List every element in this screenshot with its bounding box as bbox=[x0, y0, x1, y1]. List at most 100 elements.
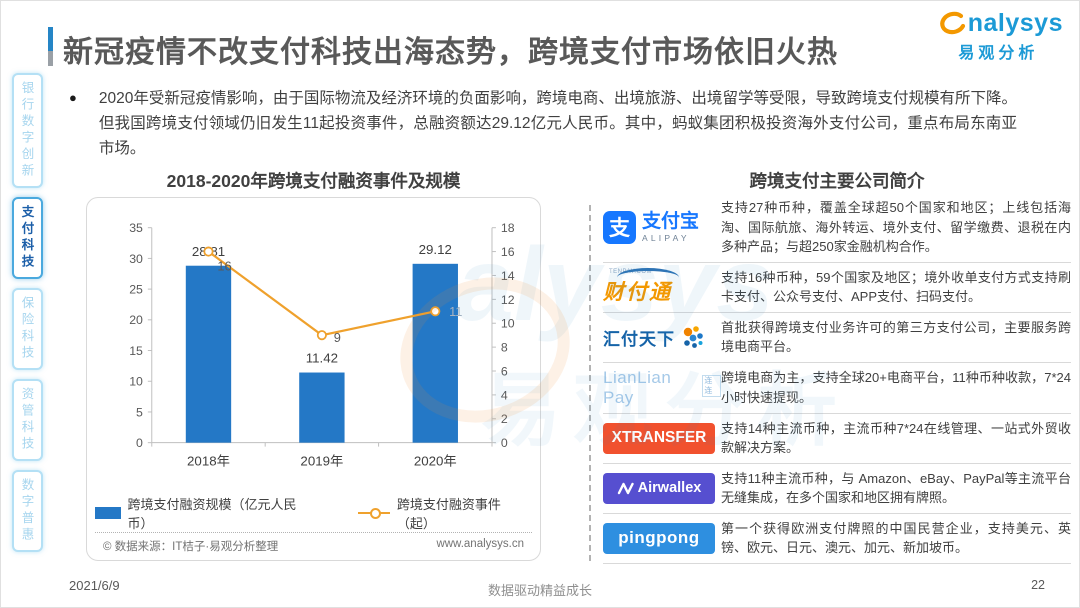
bar-value-label: 29.12 bbox=[419, 242, 452, 257]
company-logo-cell: TENPAY.COM 财付通 bbox=[603, 267, 721, 306]
left-axis-tick: 30 bbox=[129, 252, 143, 266]
airwallex-mark-icon bbox=[617, 482, 634, 495]
bar-value-label: 11.42 bbox=[306, 351, 338, 366]
left-axis-tick: 35 bbox=[129, 221, 143, 235]
legend-label: 跨境支付融资规模（亿元人民币） bbox=[127, 497, 297, 531]
company-logo-cell: 汇付天下 bbox=[603, 324, 721, 351]
company-logo-cell: 支支付宝 ALIPAY bbox=[603, 210, 721, 244]
legend-bar-swatch bbox=[95, 507, 121, 519]
companies-list: 支支付宝 ALIPAY 支持27种币种，覆盖全球超50个国家和地区；上线包括海淘、国… bbox=[603, 193, 1071, 564]
company-logo-cell: pingpong bbox=[603, 522, 721, 554]
analysys-swoosh-icon bbox=[939, 11, 965, 35]
company-logo-cell: LianLian Pay 连连 bbox=[603, 368, 721, 408]
x-axis-label: 2018年 bbox=[187, 453, 230, 468]
source-url[interactable]: www.analysys.cn bbox=[436, 538, 524, 550]
company-description: 跨境电商为主，支持全球20+电商平台，11种币种收款，7*24 小时快速提现。 bbox=[721, 370, 1071, 405]
right-axis-tick: 10 bbox=[501, 317, 515, 331]
company-description: 首批获得跨境支付业务许可的第三方支付公司，主要服务跨境电商平台。 bbox=[721, 319, 1071, 355]
logo-subtitle: 易观分析 bbox=[958, 45, 1039, 62]
logo-wordmark: nalysys bbox=[967, 9, 1063, 37]
title-accent-bar bbox=[48, 27, 53, 66]
huifu-logo: 汇付天下 bbox=[603, 324, 706, 351]
line-value-label: 16 bbox=[217, 258, 231, 273]
right-axis-tick: 0 bbox=[501, 436, 508, 450]
footer-date: 2021/6/9 bbox=[69, 578, 120, 593]
chart-card: 0510152025303502468101214161828.8111.422… bbox=[86, 197, 541, 561]
airwallex-logo: Airwallex bbox=[603, 472, 715, 504]
right-axis-tick: 2 bbox=[501, 412, 508, 426]
right-axis-tick: 18 bbox=[501, 221, 515, 235]
company-row-tenpay: TENPAY.COM 财付通 支持16种币种，59个国家及地区；境外收单支付方式支持… bbox=[603, 263, 1071, 313]
bar-2019年 bbox=[299, 372, 345, 443]
summary-block: ● 2020年受新冠疫情影响，由于国际物流及经济环境的负面影响，跨境电商、出境旅… bbox=[69, 86, 1017, 161]
lianlian-logo: LianLian Pay 连连 bbox=[603, 368, 721, 408]
sidebar-item-digital-inclusion[interactable]: 数字普惠 bbox=[11, 470, 43, 552]
legend-item: 跨境支付融资规模（亿元人民币） bbox=[95, 494, 312, 532]
section-divider bbox=[589, 205, 591, 561]
left-axis-tick: 0 bbox=[136, 436, 143, 450]
company-row-lianlian: LianLian Pay 连连 跨境电商为主，支持全球20+电商平台，11种币种收款… bbox=[603, 363, 1071, 414]
company-row-airwallex: Airwallex 支持11种主流币种，与 Amazon、eBay、PayPal等… bbox=[603, 464, 1071, 514]
chart-source: © 数据来源：IT桔子·易观分析整理 www.analysys.cn bbox=[95, 532, 532, 554]
right-axis-tick: 12 bbox=[501, 293, 515, 307]
legend-item: 跨境支付融资事件（起） bbox=[357, 494, 532, 532]
company-description: 支持27种币种，覆盖全球超50个国家和地区；上线包括海淘、国际航旅、海外转运、境… bbox=[721, 200, 1071, 254]
left-axis-tick: 10 bbox=[129, 375, 143, 389]
left-axis-tick: 5 bbox=[136, 405, 143, 419]
events-line bbox=[207, 250, 436, 337]
company-row-pingpong: pingpong 第一个获得欧洲支付牌照的中国民营企业，支持美元、英镑、欧元、日元… bbox=[603, 514, 1071, 564]
data-source-note: © 数据来源：IT桔子·易观分析整理 bbox=[103, 541, 279, 553]
tenpay-swoosh-icon bbox=[617, 267, 679, 287]
line-value-label: 11 bbox=[449, 304, 462, 319]
company-logo-cell: XTRANSFER bbox=[603, 422, 721, 454]
sidebar: 银行数字创新支付科技保险科技资管科技数字普惠 bbox=[9, 73, 45, 552]
company-row-huifu: 汇付天下 首批获得跨境支付业务许可的第三方支付公司，主要服务跨境电商平台。 bbox=[603, 313, 1071, 363]
x-axis-label: 2019年 bbox=[300, 453, 343, 468]
pingpong-logo: pingpong bbox=[603, 522, 715, 554]
company-description: 支持16种币种，59个国家及地区；境外收单支付方式支持刷卡支付、公众号支付、AP… bbox=[721, 269, 1071, 305]
right-axis-tick: 14 bbox=[501, 269, 515, 283]
company-description: 支持14种主流币种，主流币种7*24在线管理、一站式外贸收款解决方案。 bbox=[721, 420, 1071, 456]
left-axis-tick: 25 bbox=[129, 283, 143, 297]
sidebar-item-asset-management-technology[interactable]: 资管科技 bbox=[11, 379, 43, 461]
chart-title: 2018-2020年跨境支付融资事件及规模 bbox=[166, 171, 461, 191]
bar-2020年 bbox=[412, 263, 458, 443]
legend-label: 跨境支付融资事件（起） bbox=[396, 497, 501, 531]
right-axis-tick: 16 bbox=[501, 245, 515, 259]
analysys-logo: nalysys 易观分析 bbox=[934, 9, 1063, 63]
company-row-alipay: 支支付宝 ALIPAY 支持27种币种，覆盖全球超50个国家和地区；上线包括海淘、国… bbox=[603, 193, 1071, 263]
company-logo-cell: Airwallex bbox=[603, 472, 721, 504]
page-number: 22 bbox=[1031, 578, 1045, 592]
page-title: 新冠疫情不改支付科技出海态势，跨境支付市场依旧火热 bbox=[63, 36, 838, 69]
line-value-label: 9 bbox=[334, 330, 341, 345]
right-axis-tick: 4 bbox=[501, 388, 508, 402]
sidebar-item-banking-digital-innovation[interactable]: 银行数字创新 bbox=[11, 73, 43, 188]
alipay-logo: 支支付宝 ALIPAY bbox=[603, 210, 699, 244]
right-axis-tick: 8 bbox=[501, 341, 508, 355]
right-axis-tick: 6 bbox=[501, 364, 508, 378]
tenpay-logo: TENPAY.COM 财付通 bbox=[603, 267, 679, 306]
legend-line-swatch bbox=[357, 508, 390, 520]
x-axis-label: 2020年 bbox=[414, 453, 457, 468]
sidebar-item-payment-technology[interactable]: 支付科技 bbox=[11, 197, 43, 279]
line-marker bbox=[316, 330, 327, 341]
left-axis-tick: 15 bbox=[129, 344, 143, 358]
huifu-pinwheel-icon bbox=[683, 325, 703, 348]
line-marker bbox=[203, 246, 214, 257]
footer-slogan: 数据驱动精益成长 bbox=[487, 583, 592, 598]
xtransfer-logo: XTRANSFER bbox=[603, 422, 715, 454]
line-marker bbox=[430, 306, 441, 317]
summary-text: 2020年受新冠疫情影响，由于国际物流及经济环境的负面影响，跨境电商、出境旅游、… bbox=[98, 90, 1017, 157]
company-description: 第一个获得欧洲支付牌照的中国民营企业，支持美元、英镑、欧元、日元、澳元、加元、新… bbox=[721, 520, 1071, 556]
alipay-icon: 支 bbox=[603, 210, 636, 244]
bullet-icon: ● bbox=[69, 90, 77, 105]
chart-legend: 跨境支付融资规模（亿元人民币） 跨境支付融资事件（起） bbox=[95, 494, 532, 532]
funding-chart: 0510152025303502468101214161828.8111.422… bbox=[129, 221, 515, 468]
sidebar-item-insurance-technology[interactable]: 保险科技 bbox=[11, 288, 43, 370]
company-description: 支持11种主流币种，与 Amazon、eBay、PayPal等主流平台无缝集成，… bbox=[721, 470, 1071, 506]
bar-2018年 bbox=[185, 265, 232, 443]
left-axis-tick: 20 bbox=[129, 313, 143, 327]
company-row-xtransfer: XTRANSFER 支持14种主流币种，主流币种7*24在线管理、一站式外贸收款解… bbox=[603, 414, 1071, 464]
companies-title: 跨境支付主要公司简介 bbox=[749, 171, 925, 191]
